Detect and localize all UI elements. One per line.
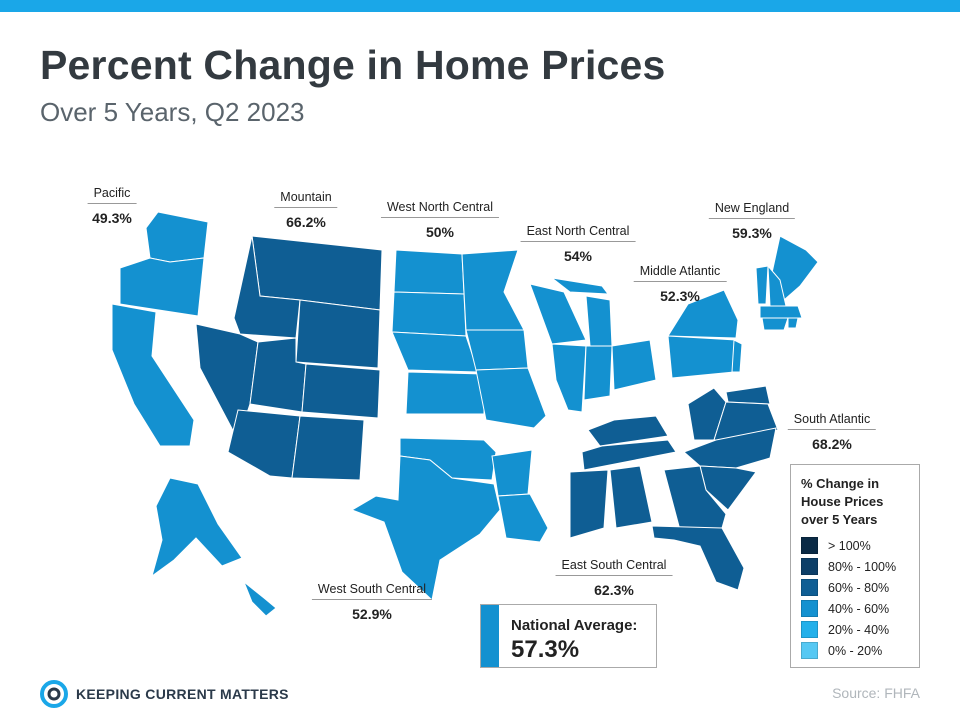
region-east-south-central [569,415,677,539]
page-title: Percent Change in Home Prices [40,42,666,88]
legend-label: 0% - 20% [828,643,883,658]
state-wisconsin [529,283,587,345]
state-new-jersey [731,339,743,373]
national-average-label: National Average: [511,617,638,634]
state-north-dakota [393,249,465,295]
state-california [111,303,195,447]
legend-item: 0% - 20% [801,640,909,661]
legend-label: 80% - 100% [828,559,897,574]
region-west-south-central [350,437,549,601]
national-average-accent [481,605,499,667]
state-south-dakota [391,291,467,337]
state-texas [350,455,501,601]
state-vermont [755,265,769,305]
state-kansas [405,371,485,415]
state-minnesota [461,249,525,331]
label-mountain: Mountain 66.2% [274,190,338,230]
middle-atlantic-value: 52.3% [660,288,700,304]
legend-label: 20% - 40% [828,622,890,637]
label-pacific: Pacific 49.3% [87,186,137,226]
region-east-north-central [529,277,657,413]
region-west-north-central [391,249,547,429]
kcm-swirl-icon [40,680,68,708]
region-pacific [111,211,277,617]
legend-label: > 100% [828,538,871,553]
pacific-value: 49.3% [92,210,132,226]
national-average-value: 57.3% [511,636,580,663]
state-michigan [585,295,613,347]
label-west-south-central: West South Central 52.9% [311,582,433,622]
state-pennsylvania [667,335,737,379]
legend-item: 20% - 40% [801,619,909,640]
region-new-england [755,235,819,331]
legend-swatch [801,642,818,659]
state-ohio [611,339,657,391]
state-rhode-island [787,317,799,329]
state-missouri [475,367,547,429]
state-new-mexico [291,415,365,481]
legend-title: % Change in House Prices over 5 Years [801,476,884,527]
state-connecticut [761,317,789,331]
state-indiana [583,345,613,401]
west-south-central-value: 52.9% [352,606,392,622]
state-mississippi [569,469,609,539]
east-south-central-value: 62.3% [594,582,634,598]
page-subtitle: Over 5 Years, Q2 2023 [40,97,305,127]
state-louisiana [497,493,549,543]
state-arizona [227,409,301,479]
state-alaska [151,477,243,578]
state-kentucky [587,415,669,447]
state-michigan-upper [551,277,610,295]
label-south-atlantic: South Atlantic 68.2% [787,412,877,452]
legend-swatch [801,579,818,596]
state-massachusetts [759,305,803,319]
legend-item: > 100% [801,535,909,556]
east-north-central-value: 54% [563,248,593,264]
region-south-atlantic [651,385,779,591]
state-nebraska [391,331,479,373]
legend-label: 40% - 60% [828,601,890,616]
state-tennessee [581,439,677,471]
region-middle-atlantic [667,289,743,379]
legend-item: 60% - 80% [801,577,909,598]
state-florida [651,525,745,591]
state-oregon [119,257,205,317]
state-colorado [301,363,381,419]
legend-swatch [801,537,818,554]
national-average-box: National Average: 57.3% [480,604,657,668]
label-middle-atlantic: Middle Atlantic 52.3% [633,264,727,304]
label-new-england: New England 59.3% [708,201,796,241]
state-hawaii [242,580,277,617]
state-wyoming [295,299,381,369]
legend-label: 60% - 80% [828,580,890,595]
mountain-value: 66.2% [286,214,326,230]
label-east-north-central: East North Central 54% [520,224,636,264]
state-arkansas [491,449,533,497]
new-england-value: 59.3% [732,225,772,241]
west-north-central-value: 50% [425,224,455,240]
top-accent-bar [0,0,960,12]
legend-swatch [801,621,818,638]
legend-item: 80% - 100% [801,556,909,577]
kcm-logo: KEEPING CURRENT MATTERS [40,680,289,708]
state-alabama [609,465,653,529]
legend-swatch [801,600,818,617]
state-new-york [667,289,739,339]
state-maryland-delaware [725,385,771,405]
state-iowa [465,329,529,371]
legend-swatch [801,558,818,575]
map-legend: % Change in House Prices over 5 Years > … [790,464,920,668]
legend-item: 40% - 60% [801,598,909,619]
logo-text: KEEPING CURRENT MATTERS [76,686,289,702]
label-east-south-central: East South Central 62.3% [555,558,673,598]
source-note: Source: FHFA [832,685,920,701]
label-west-north-central: West North Central 50% [380,200,500,240]
state-illinois [551,343,587,413]
state-washington [145,211,209,263]
region-mountain [195,235,383,481]
south-atlantic-value: 68.2% [812,436,852,452]
